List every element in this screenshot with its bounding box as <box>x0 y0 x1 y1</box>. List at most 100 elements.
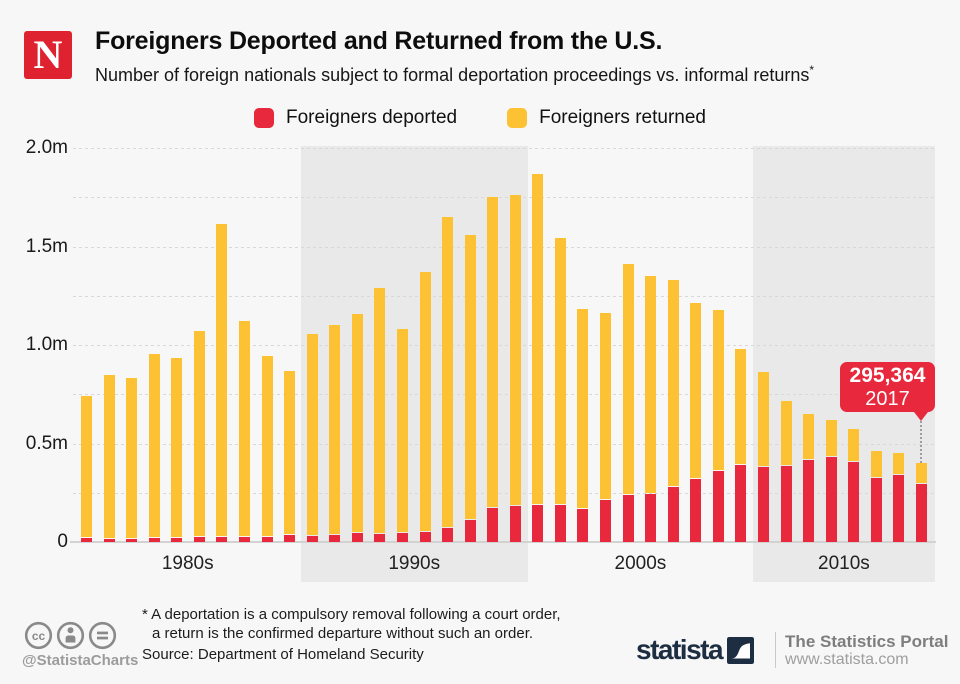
bar-1981 <box>103 375 115 542</box>
portal-title: The Statistics Portal <box>785 631 949 651</box>
newsweek-logo: N <box>24 31 72 79</box>
bar-1997 <box>464 234 476 542</box>
divider <box>775 632 777 668</box>
bar-2006 <box>667 280 679 542</box>
footnote-line-1: * A deportation is a compulsory removal … <box>142 606 561 623</box>
deported-segment <box>554 504 566 542</box>
y-axis-label-0.5m: 0.5m <box>25 432 68 454</box>
deported-segment <box>848 462 860 542</box>
deported-segment <box>645 493 657 542</box>
returned-segment <box>712 310 724 471</box>
annotation-year: 2017 <box>865 388 910 410</box>
deported-segment <box>780 465 792 542</box>
bar-2015 <box>870 451 882 542</box>
returned-segment <box>554 238 566 504</box>
bar-2017 <box>916 462 928 542</box>
annotation-leader-line <box>920 421 922 463</box>
gridline <box>73 197 937 199</box>
legend: Foreigners deported Foreigners returned <box>0 107 960 129</box>
legend-item-returned: Foreigners returned <box>507 107 706 129</box>
footnote-line-2: a return is the confirmed departure with… <box>152 625 534 642</box>
deported-segment <box>442 528 454 542</box>
deported-segment <box>261 536 273 542</box>
deported-segment <box>532 504 544 542</box>
bar-2008 <box>712 310 724 542</box>
bar-1984 <box>171 357 183 542</box>
deported-segment <box>735 464 747 542</box>
deported-segment <box>306 536 318 542</box>
deported-segment <box>464 519 476 542</box>
legend-label: Foreigners deported <box>286 107 458 128</box>
deported-segment <box>193 537 205 542</box>
cc-no-derivatives-icon <box>88 621 117 650</box>
returned-segment <box>667 280 679 486</box>
returned-segment <box>396 329 408 532</box>
returned-segment <box>126 377 138 539</box>
returned-segment <box>600 313 612 500</box>
bar-1998 <box>487 197 499 542</box>
cc-attribution-icon <box>56 621 85 650</box>
returned-segment <box>645 276 657 493</box>
bar-2001 <box>554 238 566 542</box>
bar-1993 <box>374 287 386 542</box>
bar-1995 <box>419 272 431 542</box>
annotation-pointer <box>914 412 928 421</box>
bar-1983 <box>148 353 160 542</box>
newsweek-logo-letter: N <box>33 32 63 77</box>
returned-segment <box>690 302 702 479</box>
deported-segment <box>126 539 138 542</box>
bar-1994 <box>396 329 408 542</box>
bar-1987 <box>238 321 250 542</box>
x-axis-label-1990s: 1990s <box>388 553 441 574</box>
returned-segment <box>848 428 860 462</box>
legend-item-deported: Foreigners deported <box>254 107 457 129</box>
gridline <box>73 443 937 445</box>
deported-segment <box>284 535 296 542</box>
gridline <box>73 246 937 248</box>
page-subtitle: Number of foreign nationals subject to f… <box>95 63 815 85</box>
deported-segment <box>419 531 431 542</box>
returned-segment <box>577 309 589 509</box>
returned-segment <box>464 234 476 519</box>
legend-label: Foreigners returned <box>539 107 706 128</box>
source-note: Source: Department of Homeland Security <box>142 646 424 663</box>
bar-2010 <box>758 372 770 542</box>
cc-icon: cc <box>24 621 53 650</box>
footnote-marker: * <box>809 63 815 77</box>
deported-segment <box>81 538 92 542</box>
y-axis-label-0: 0 <box>57 531 68 552</box>
returned-segment <box>825 420 837 456</box>
bar-1991 <box>329 325 341 542</box>
deported-segment <box>667 486 679 542</box>
bar-2016 <box>893 453 905 542</box>
annotation-callout: 295,364 2017 <box>840 362 935 421</box>
portal-text: The Statistics Portal www.statista.com <box>785 632 948 669</box>
deported-segment <box>329 535 341 542</box>
returned-segment <box>193 331 205 537</box>
bar-2014 <box>848 428 860 542</box>
gridline <box>73 345 937 346</box>
returned-segment <box>419 272 431 531</box>
gridline <box>73 394 937 396</box>
returned-segment <box>893 453 905 475</box>
returned-segment <box>81 395 92 538</box>
x-axis-label-2000s: 2000s <box>614 553 667 574</box>
y-axis-label-1.0m: 1.0m <box>25 334 68 355</box>
deported-segment <box>351 533 363 542</box>
returned-segment <box>442 217 454 528</box>
bar-2012 <box>803 413 815 542</box>
statista-wordmark: statista <box>636 634 724 665</box>
bar-1980 <box>81 395 92 542</box>
deported-segment <box>712 471 724 542</box>
x-axis-line <box>70 541 936 543</box>
returned-segment <box>870 451 882 477</box>
returned-segment <box>148 353 160 538</box>
page-title: Foreigners Deported and Returned from th… <box>95 27 663 55</box>
y-axis-label-1.5m: 1.5m <box>25 235 68 257</box>
deported-segment <box>396 532 408 542</box>
annotation-value: 295,364 <box>849 364 926 387</box>
deported-segment <box>916 483 928 542</box>
returned-segment <box>803 413 815 460</box>
deported-segment <box>487 507 499 542</box>
